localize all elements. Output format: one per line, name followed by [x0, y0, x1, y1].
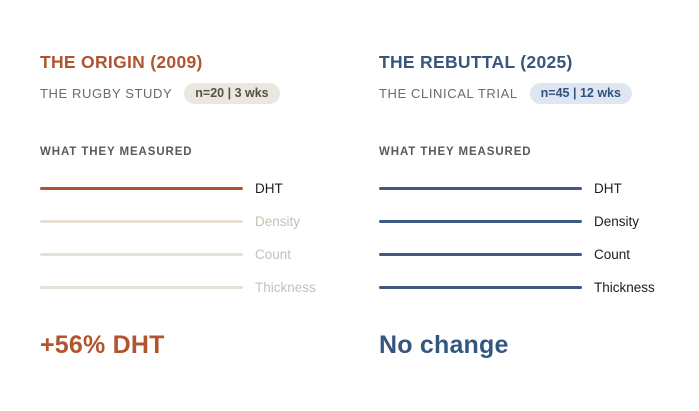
- origin-subtitle: THE RUGBY STUDY: [40, 86, 173, 101]
- measure-line-dht: [379, 187, 582, 190]
- measure-row-count: Count: [40, 238, 339, 271]
- origin-sample-badge: n=20 | 3 wks: [184, 83, 280, 104]
- measure-label-density: Density: [594, 214, 640, 229]
- measure-label-density: Density: [255, 214, 301, 229]
- measure-line-count: [40, 253, 243, 256]
- measure-row-count: Count: [379, 238, 699, 271]
- measure-line-density: [379, 220, 582, 223]
- comparison-panel: THE ORIGIN (2009) THE RUGBY STUDY n=20 |…: [0, 52, 699, 360]
- rebuttal-section-heading: WHAT THEY MEASURED: [379, 146, 532, 158]
- measure-row-dht: DHT: [40, 172, 339, 205]
- rebuttal-subtitle: THE CLINICAL TRIAL: [379, 86, 518, 101]
- measure-row-thickness: Thickness: [379, 271, 699, 304]
- measure-label-thickness: Thickness: [594, 280, 655, 295]
- rebuttal-title: THE REBUTTAL (2025): [379, 52, 573, 72]
- measure-line-density: [40, 220, 243, 223]
- rebuttal-measure-list: DHT Density Count Thickness: [379, 172, 699, 304]
- column-origin: THE ORIGIN (2009) THE RUGBY STUDY n=20 |…: [0, 52, 339, 360]
- measure-label-count: Count: [255, 247, 292, 262]
- measure-label-count: Count: [594, 247, 631, 262]
- rebuttal-sample-badge: n=45 | 12 wks: [529, 83, 632, 104]
- origin-title: THE ORIGIN (2009): [40, 52, 203, 72]
- measure-row-dht: DHT: [379, 172, 699, 205]
- measure-line-count: [379, 253, 582, 256]
- measure-row-thickness: Thickness: [40, 271, 339, 304]
- origin-subtitle-row: THE RUGBY STUDY n=20 | 3 wks: [40, 83, 339, 104]
- rebuttal-result: No change: [379, 331, 509, 359]
- column-rebuttal: THE REBUTTAL (2025) THE CLINICAL TRIAL n…: [339, 52, 699, 360]
- measure-line-dht: [40, 187, 243, 190]
- origin-result: +56% DHT: [40, 331, 165, 359]
- measure-label-dht: DHT: [255, 181, 283, 196]
- origin-measure-list: DHT Density Count Thickness: [40, 172, 339, 304]
- measure-label-thickness: Thickness: [255, 280, 316, 295]
- rebuttal-subtitle-row: THE CLINICAL TRIAL n=45 | 12 wks: [379, 83, 699, 104]
- measure-label-dht: DHT: [594, 181, 622, 196]
- measure-row-density: Density: [379, 205, 699, 238]
- origin-section-heading: WHAT THEY MEASURED: [40, 146, 193, 158]
- measure-line-thickness: [379, 286, 582, 289]
- measure-line-thickness: [40, 286, 243, 289]
- measure-row-density: Density: [40, 205, 339, 238]
